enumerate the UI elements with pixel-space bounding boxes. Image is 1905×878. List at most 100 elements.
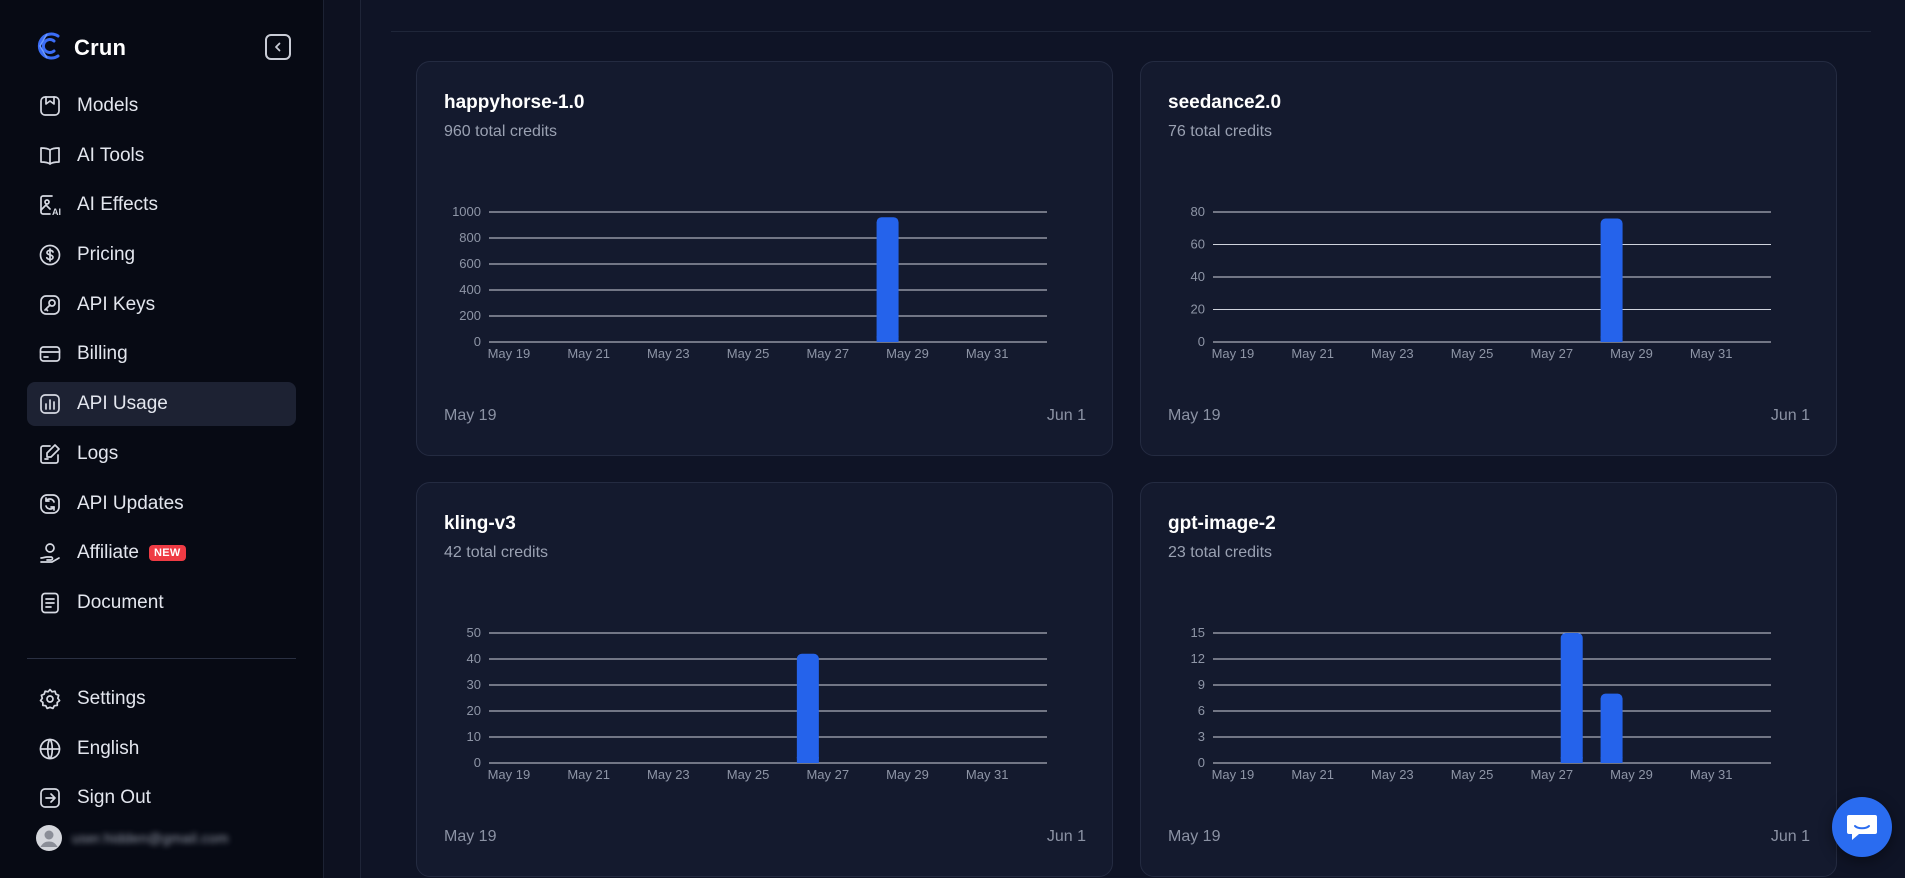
y-tick-label: 40 [467, 651, 481, 666]
sidebar-nav: Models AI Tools AI AI Effects Pricing AP… [27, 84, 296, 631]
sidebar-item-ai-effects[interactable]: AI AI Effects [27, 183, 296, 227]
x-tick-label: May 19 [488, 346, 531, 361]
usage-card: kling-v3 42 total credits 0 10 20 30 40 50 May… [416, 482, 1113, 877]
refresh-icon [37, 491, 63, 517]
x-tick-label: May 31 [1690, 767, 1733, 782]
user-email: user.hidden@gmail.com [72, 830, 229, 846]
x-tick-label: May 31 [1690, 346, 1733, 361]
sidebar-item-label: AI Effects [77, 194, 158, 216]
x-tick-label: May 27 [1530, 767, 1573, 782]
sidebar-item-label: AI Tools [77, 144, 145, 166]
range-start: May 19 [444, 407, 497, 424]
y-tick-label: 0 [474, 334, 481, 349]
sidebar-item-logs[interactable]: Logs [27, 432, 296, 476]
sidebar-item-label: English [77, 737, 140, 759]
sidebar-item-document[interactable]: Document [27, 581, 296, 625]
y-tick-label: 30 [467, 677, 481, 692]
x-tick-label: May 25 [727, 346, 770, 361]
x-tick-label: May 31 [966, 346, 1009, 361]
usage-chart: 0 20 40 60 80 May 19 May 21 May 23 May 25 May 27 M… [1191, 204, 1771, 361]
sidebar-item-label: Affiliate [77, 542, 139, 564]
range-end: Jun 1 [1770, 828, 1810, 845]
y-tick-label: 800 [459, 230, 481, 245]
chart-bar-base [876, 336, 899, 342]
sidebar-item-ai-tools[interactable]: AI Tools [27, 134, 296, 178]
y-tick-label: 200 [459, 308, 481, 323]
x-tick-label: May 21 [567, 767, 610, 782]
models-icon [37, 93, 63, 119]
y-tick-label: 1000 [452, 204, 481, 219]
chart-bar [1560, 633, 1583, 763]
x-tick-label: May 19 [488, 767, 531, 782]
section-divider [391, 31, 1871, 32]
main-content: happyhorse-1.0 960 total credits 0 200 400… [360, 0, 1905, 878]
sidebar-item-affiliate[interactable]: Affiliate NEW [27, 531, 296, 575]
range-end: Jun 1 [1046, 828, 1086, 845]
gear-icon [37, 686, 63, 712]
chart-bar-base [1600, 336, 1623, 342]
card-total-credits: 42 total credits [444, 544, 549, 561]
chevron-left-icon [275, 42, 281, 52]
sidebar-item-label: API Usage [77, 393, 168, 415]
y-tick-label: 0 [1198, 755, 1205, 770]
brand-name: Crun [74, 35, 127, 60]
y-tick-label: 20 [1191, 302, 1205, 317]
svg-text:AI: AI [52, 207, 61, 217]
dollar-icon [37, 242, 63, 268]
y-tick-label: 15 [1191, 625, 1205, 640]
x-tick-label: May 23 [647, 346, 690, 361]
y-tick-label: 0 [1198, 334, 1205, 349]
x-tick-label: May 27 [806, 767, 849, 782]
x-tick-label: May 29 [886, 346, 929, 361]
sidebar-item-api-usage[interactable]: API Usage [27, 382, 296, 427]
globe-icon [37, 736, 63, 762]
chart-bar [796, 653, 819, 763]
card-title: seedance2.0 [1168, 92, 1282, 113]
sidebar-item-label: Models [77, 95, 139, 116]
ai-effects-icon: AI [37, 192, 63, 218]
sidebar-item-settings[interactable]: Settings [27, 677, 296, 721]
x-tick-label: May 21 [1291, 346, 1334, 361]
x-tick-label: May 29 [1610, 767, 1653, 782]
x-tick-label: May 31 [966, 767, 1009, 782]
brand[interactable]: Crun [34, 30, 126, 66]
sidebar-item-language[interactable]: English [27, 727, 296, 771]
x-tick-label: May 29 [886, 767, 929, 782]
x-tick-label: May 23 [1371, 767, 1414, 782]
sidebar-item-label: Document [77, 591, 164, 613]
y-tick-label: 80 [1191, 204, 1205, 219]
usage-card: gpt-image-2 23 total credits 0 3 6 9 12 15 May… [1140, 482, 1837, 877]
collapse-sidebar-button[interactable] [265, 34, 291, 60]
range-end: Jun 1 [1046, 407, 1086, 424]
chat-support-button[interactable] [1832, 797, 1892, 857]
y-tick-label: 3 [1198, 729, 1205, 744]
sidebar: Crun Models AI Tools AI AI Effects Prici [0, 0, 324, 878]
y-tick-label: 40 [1191, 269, 1205, 284]
y-tick-label: 12 [1191, 651, 1205, 666]
chart-bar [1600, 218, 1623, 342]
x-tick-label: May 23 [1371, 346, 1414, 361]
chart-bar-base [796, 757, 819, 763]
sidebar-item-pricing[interactable]: Pricing [27, 233, 296, 277]
sidebar-item-api-updates[interactable]: API Updates [27, 482, 296, 526]
chart-icon [37, 391, 63, 417]
sidebar-item-sign-out[interactable]: Sign Out [27, 776, 296, 820]
sidebar-item-models[interactable]: Models [27, 84, 296, 128]
usage-chart: 0 10 20 30 40 50 May 19 May 21 May 23 May 25 May 2… [467, 625, 1047, 782]
sidebar-bottom-nav: Settings English Sign Out [27, 677, 296, 826]
sidebar-item-billing[interactable]: Billing [27, 332, 296, 376]
sidebar-item-label: API Updates [77, 492, 184, 514]
range-end: Jun 1 [1770, 407, 1810, 424]
chart-bar [1600, 693, 1623, 763]
x-tick-label: May 23 [647, 767, 690, 782]
user-profile[interactable]: user.hidden@gmail.com [36, 825, 229, 851]
y-tick-label: 10 [467, 729, 481, 744]
sidebar-item-label: Pricing [77, 244, 136, 266]
y-tick-label: 400 [459, 282, 481, 297]
avatar [36, 825, 62, 851]
card-title: kling-v3 [444, 513, 516, 534]
x-tick-label: May 19 [1212, 346, 1255, 361]
y-tick-label: 9 [1198, 677, 1205, 692]
y-tick-label: 50 [467, 625, 481, 640]
sidebar-item-api-keys[interactable]: API Keys [27, 283, 296, 327]
